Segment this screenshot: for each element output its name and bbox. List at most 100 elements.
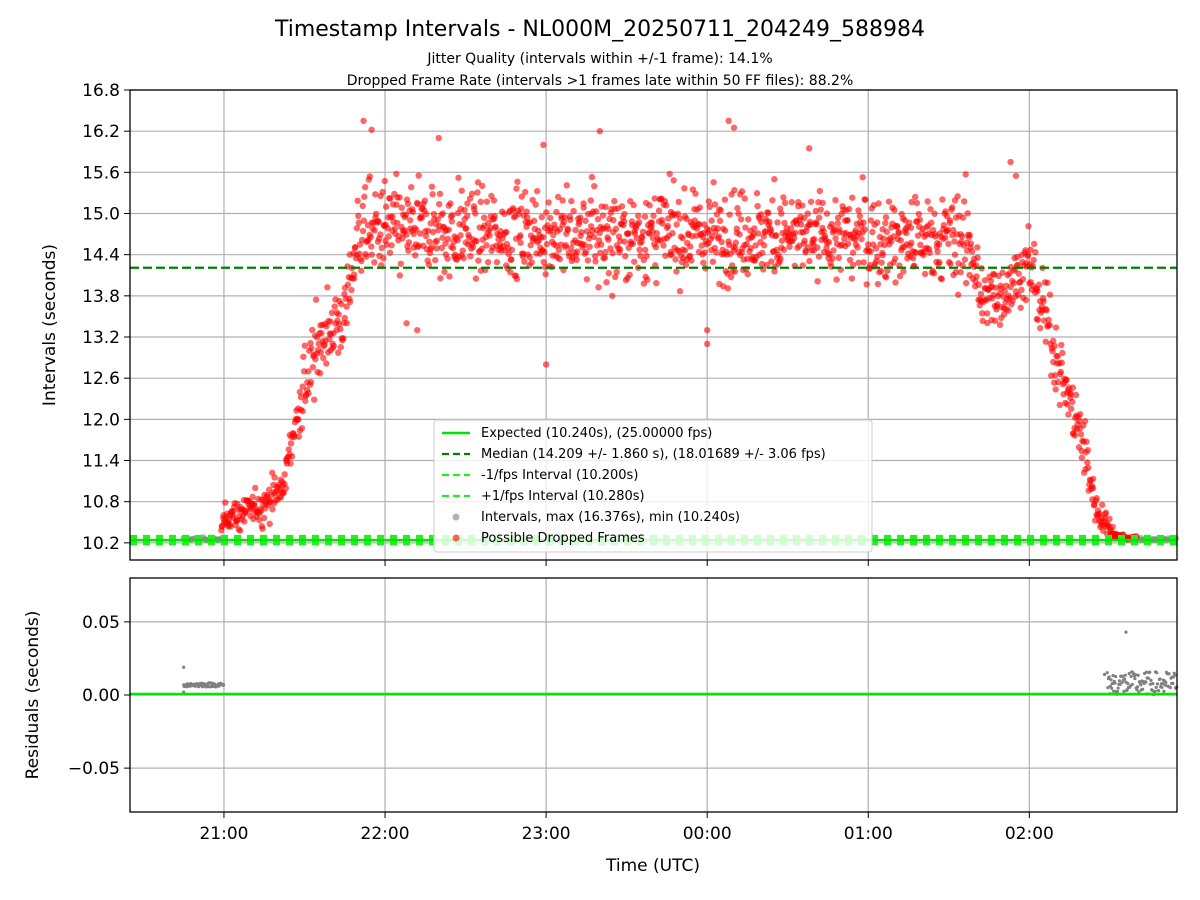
dropped-frame-point <box>483 242 490 249</box>
dropped-frame-point <box>599 212 607 219</box>
dropped-frame-point <box>1084 446 1092 454</box>
dropped-frame-point <box>391 225 399 232</box>
dropped-frame-point <box>346 298 354 306</box>
dropped-frame-point <box>405 247 412 254</box>
dropped-frame-point <box>744 270 751 278</box>
dropped-frame-point <box>327 318 334 325</box>
dropped-frame-point <box>1078 454 1086 461</box>
dropped-frame-point <box>891 255 899 262</box>
dropped-frame-point <box>673 221 680 228</box>
dropped-frame-point <box>422 210 430 218</box>
dropped-frame-point <box>859 174 866 181</box>
dropped-frame-point <box>797 221 805 228</box>
dropped-frame-point <box>771 175 778 183</box>
dropped-frame-point <box>709 232 716 240</box>
dropped-frame-point <box>542 270 549 278</box>
dropped-frame-point <box>750 230 757 238</box>
dropped-frame-point <box>957 268 964 276</box>
dropped-frame-point <box>1071 432 1079 439</box>
residual-point <box>1158 677 1162 681</box>
dropped-frame-point <box>605 270 613 277</box>
dropped-frame-point <box>629 240 637 247</box>
dropped-frame-point <box>885 198 893 205</box>
dropped-frame-point <box>227 523 234 530</box>
dropped-frame-point <box>951 251 959 258</box>
residual-point <box>1168 686 1172 690</box>
dropped-frame-point <box>786 243 793 250</box>
dropped-frame-point <box>747 244 754 252</box>
dropped-frame-point <box>439 210 447 217</box>
dropped-frame-point <box>501 210 508 218</box>
residual-point <box>1139 683 1143 687</box>
dropped-frame-point <box>312 355 319 363</box>
dropped-frame-point <box>817 206 824 213</box>
dropped-frame-point <box>1085 464 1092 471</box>
dropped-frame-point <box>540 141 547 149</box>
dropped-frame-point <box>1098 501 1106 509</box>
dropped-frame-point <box>477 198 484 206</box>
dropped-frame-point <box>361 193 368 200</box>
x-tick-label: 00:00 <box>683 824 732 844</box>
dropped-frame-point <box>543 209 550 216</box>
dropped-frame-point <box>763 261 771 269</box>
dropped-frame-point <box>828 220 835 228</box>
dropped-frame-point <box>541 248 548 256</box>
dropped-frame-point <box>429 228 437 236</box>
dropped-frame-point <box>403 320 410 327</box>
residual-point <box>1110 686 1114 690</box>
intervals-y-tick-label: 14.4 <box>82 246 120 266</box>
dropped-frame-point <box>458 187 465 194</box>
dropped-frame-point <box>1057 368 1064 376</box>
dropped-frame-point <box>309 364 317 371</box>
dropped-frame-point <box>635 218 643 226</box>
dropped-frame-point <box>819 199 826 207</box>
dropped-frame-point <box>806 145 813 152</box>
dropped-frame-point <box>563 182 570 189</box>
dropped-frame-point <box>882 219 889 227</box>
dropped-frame-point <box>307 339 314 347</box>
dropped-frame-point <box>872 245 880 252</box>
dropped-frame-point <box>999 269 1006 276</box>
dropped-frame-point <box>801 214 808 222</box>
dropped-frame-point <box>928 219 935 226</box>
dropped-frame-point <box>472 275 480 282</box>
dropped-frame-point <box>804 210 811 217</box>
dropped-frame-point <box>939 196 946 203</box>
dropped-frame-point <box>816 187 824 195</box>
dropped-frame-point <box>271 474 278 481</box>
dropped-frame-point <box>602 203 609 211</box>
dropped-frame-point <box>588 173 596 181</box>
dropped-frame-point <box>518 205 525 212</box>
dropped-frame-point <box>777 255 784 262</box>
legend-swatch <box>452 513 460 521</box>
dropped-frame-point <box>461 206 468 214</box>
dropped-frame-point <box>538 213 545 221</box>
dropped-frame-point <box>780 194 787 201</box>
dropped-frame-point <box>909 254 917 262</box>
dropped-frame-point <box>696 204 704 211</box>
dropped-frame-point <box>474 189 481 196</box>
dropped-frame-point <box>1025 223 1032 230</box>
dropped-frame-point <box>710 179 717 186</box>
dropped-frame-point <box>736 231 743 238</box>
dropped-frame-point <box>849 261 857 269</box>
dropped-frame-point <box>622 253 629 260</box>
intervals-y-tick-label: 13.8 <box>82 287 120 307</box>
dropped-frame-point <box>424 227 432 234</box>
dropped-frame-point <box>734 205 741 212</box>
dropped-frame-point <box>759 249 766 257</box>
dropped-frame-point <box>308 345 315 352</box>
dropped-frame-point <box>727 273 735 281</box>
dropped-frame-point <box>630 258 638 265</box>
dropped-frame-point <box>1034 316 1042 323</box>
dropped-frame-point <box>249 493 256 501</box>
dropped-frame-point <box>761 228 769 235</box>
legend-box <box>433 419 873 553</box>
dropped-frame-point <box>765 209 772 217</box>
dropped-frame-point <box>513 185 520 192</box>
residual-point <box>222 683 226 687</box>
dropped-frame-point <box>655 207 663 214</box>
dropped-frame-point <box>742 224 749 231</box>
dropped-frame-point <box>320 354 327 362</box>
dropped-frame-point <box>961 256 969 263</box>
